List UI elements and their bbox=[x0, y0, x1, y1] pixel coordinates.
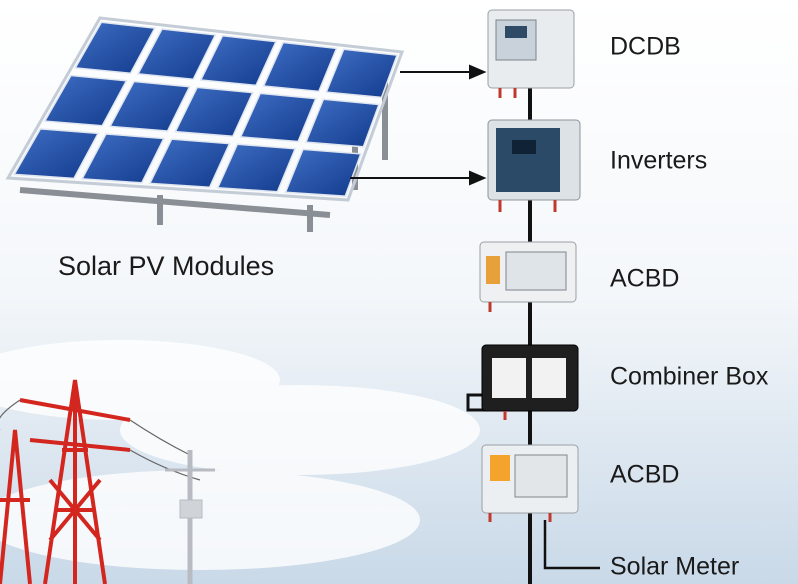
component-label: ACBD bbox=[610, 265, 679, 293]
component-label: Combiner Box bbox=[610, 363, 769, 391]
combiner-box bbox=[482, 345, 578, 411]
modules-label: Solar PV Modules bbox=[58, 251, 274, 281]
component-label: Solar Meter bbox=[610, 553, 739, 581]
dcdb-box bbox=[488, 10, 574, 88]
component-label: ACBD bbox=[610, 461, 679, 489]
component-label: Inverters bbox=[610, 147, 707, 175]
acbd-box-2 bbox=[482, 445, 578, 513]
acbd-box-1 bbox=[480, 242, 576, 302]
inverter-box bbox=[488, 120, 580, 200]
diagram: Solar PV Modules DCDB Inverters ACBD Com… bbox=[0, 0, 798, 584]
component-label: DCDB bbox=[610, 33, 681, 61]
